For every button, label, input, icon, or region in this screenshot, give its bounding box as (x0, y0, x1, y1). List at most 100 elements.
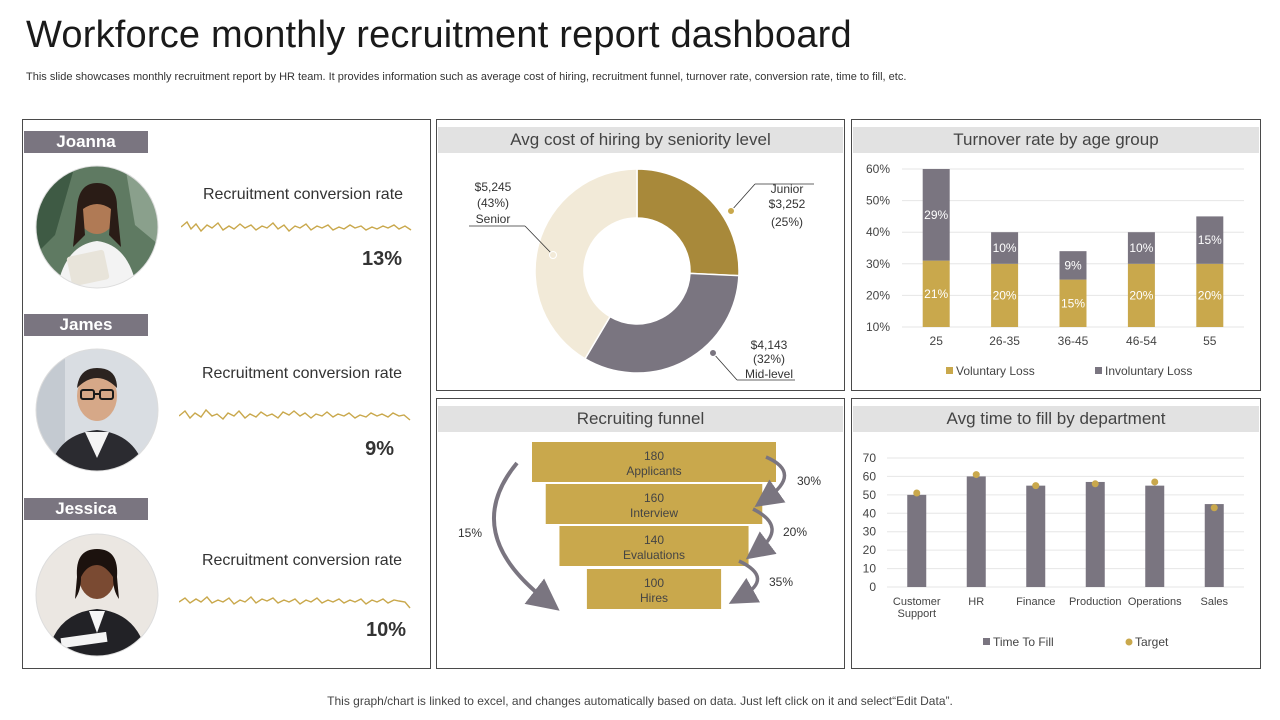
x-tick-label: 55 (1203, 334, 1217, 348)
target-marker (913, 489, 921, 497)
y-tick-label: 50 (863, 488, 877, 502)
bar-voluntary (1059, 279, 1087, 327)
funnel-arrow-3 (728, 559, 761, 604)
data-label-voluntary: 20% (1129, 288, 1153, 302)
label-senior-name: Senior (476, 212, 511, 226)
label-junior-name: Junior (771, 182, 804, 196)
timefill-panel-title: Avg time to fill by department (853, 406, 1259, 432)
funnel-bar-hires (586, 569, 722, 609)
page-subtitle: This slide showcases monthly recruitment… (26, 71, 907, 83)
bar-voluntary (922, 260, 950, 327)
y-tick-label: 60% (866, 162, 890, 176)
y-tick-label: 50% (866, 194, 890, 208)
funnel-arrow-1 (754, 455, 787, 508)
x-tick-label: Finance (1016, 596, 1055, 608)
data-label-involuntary: 10% (993, 241, 1017, 255)
target-marker (1210, 504, 1218, 512)
x-tick-label: 36-45 (1058, 334, 1089, 348)
x-tick-label: Production (1069, 596, 1122, 608)
label-senior-value: $5,245 (475, 180, 512, 194)
sparkline-line (179, 596, 411, 609)
legend-label-target: Target (1135, 635, 1169, 649)
rcr-label-joanna: Recruitment conversion rate (202, 186, 404, 203)
bar-involuntary (1127, 232, 1155, 264)
y-tick-label: 10% (866, 320, 890, 334)
marker-junior (727, 207, 735, 215)
funnel-arrow-2 (745, 507, 777, 560)
rcr-value-joanna: 13% (361, 248, 402, 270)
funnel-panel-title: Recruiting funnel (438, 406, 843, 432)
timefill-panel: Avg time to fill by department 0 10 20 30 40… (851, 398, 1261, 669)
funnel-value: 140 (644, 533, 664, 547)
funnel-value: 100 (644, 576, 664, 590)
y-tick-label: 30 (863, 525, 877, 539)
people-panel: Joanna Recruitment conversion rate 13% J… (22, 119, 431, 669)
funnel-bar-evaluations (559, 526, 749, 566)
data-label-involuntary: 9% (1064, 258, 1082, 272)
target-marker (1091, 480, 1099, 488)
bar-time-to-fill (1145, 485, 1165, 587)
funnel-rate-overall: 15% (458, 526, 482, 540)
bar-involuntary (922, 169, 950, 261)
funnel-rate-1: 30% (797, 474, 821, 488)
y-tick-label: 0 (869, 580, 876, 594)
leader-junior (730, 183, 756, 212)
legend-label-involuntary: Involuntary Loss (1105, 364, 1192, 378)
label-junior-value: $3,252 (769, 197, 806, 211)
rcr-label-james: Recruitment conversion rate (201, 365, 403, 382)
legend-swatch-time-to-fill (983, 638, 990, 645)
sparkline-line (179, 408, 411, 421)
y-tick-label: 40 (863, 506, 877, 520)
avatar-jessica (35, 533, 159, 657)
funnel-panel: Recruiting funnel 180 Applicants 160 Interv… (436, 398, 845, 669)
sparkline-james (179, 408, 411, 421)
x-tick-label: Customer (893, 596, 941, 608)
leader-mid (712, 352, 738, 381)
x-tick-label: 25 (930, 334, 944, 348)
person-name-joanna: Joanna (24, 131, 148, 153)
y-tick-label: 40% (866, 225, 890, 239)
donut-slice-senior (534, 168, 638, 360)
marker-senior (549, 251, 557, 259)
data-label-voluntary: 20% (1198, 288, 1222, 302)
label-junior-pct: (25%) (771, 215, 803, 229)
funnel-value: 160 (644, 491, 664, 505)
bar-time-to-fill (1026, 485, 1046, 587)
y-tick-label: 70 (863, 451, 877, 465)
donut-slice-junior (636, 168, 740, 277)
rcr-value-jessica: 10% (365, 619, 406, 641)
funnel-stage-name: Hires (640, 591, 668, 605)
bar-time-to-fill (966, 476, 986, 587)
x-tick-label: 26-35 (989, 334, 1020, 348)
data-label-involuntary: 10% (1129, 241, 1153, 255)
data-label-voluntary: 21% (924, 287, 948, 301)
legend-label-voluntary: Voluntary Loss (956, 364, 1035, 378)
legend-swatch-voluntary (946, 367, 953, 374)
legend-swatch-involuntary (1095, 367, 1102, 374)
turnover-panel-title: Turnover rate by age group (853, 127, 1259, 153)
data-label-involuntary: 29% (924, 208, 948, 222)
label-mid-pct: (32%) (753, 352, 785, 366)
bar-time-to-fill (1085, 481, 1105, 587)
turnover-chart: 10% 20% 30% 40% 50% 60% 21% 29% 25 20% 10% 26-35 15%… (866, 162, 1244, 378)
bar-time-to-fill (907, 494, 927, 587)
leader-senior (524, 225, 554, 256)
funnel-bar-applicants (532, 442, 776, 482)
rcr-value-james: 9% (365, 438, 394, 460)
y-tick-label: 10 (863, 562, 877, 576)
target-marker (972, 471, 980, 479)
data-label-voluntary: 20% (993, 288, 1017, 302)
funnel-rate-3: 35% (769, 575, 793, 589)
bar-voluntary (1127, 263, 1155, 327)
funnel-stage-name: Evaluations (623, 548, 685, 562)
x-tick-label-2: Support (897, 608, 936, 620)
legend-label-time-to-fill: Time To Fill (993, 635, 1054, 649)
funnel-stage-name: Interview (630, 506, 678, 520)
label-mid-name: Mid-level (745, 367, 793, 381)
data-label-involuntary: 15% (1198, 233, 1222, 247)
bar-involuntary (991, 232, 1019, 264)
sparkline-jessica (179, 596, 411, 609)
person-name-james: James (24, 314, 148, 336)
